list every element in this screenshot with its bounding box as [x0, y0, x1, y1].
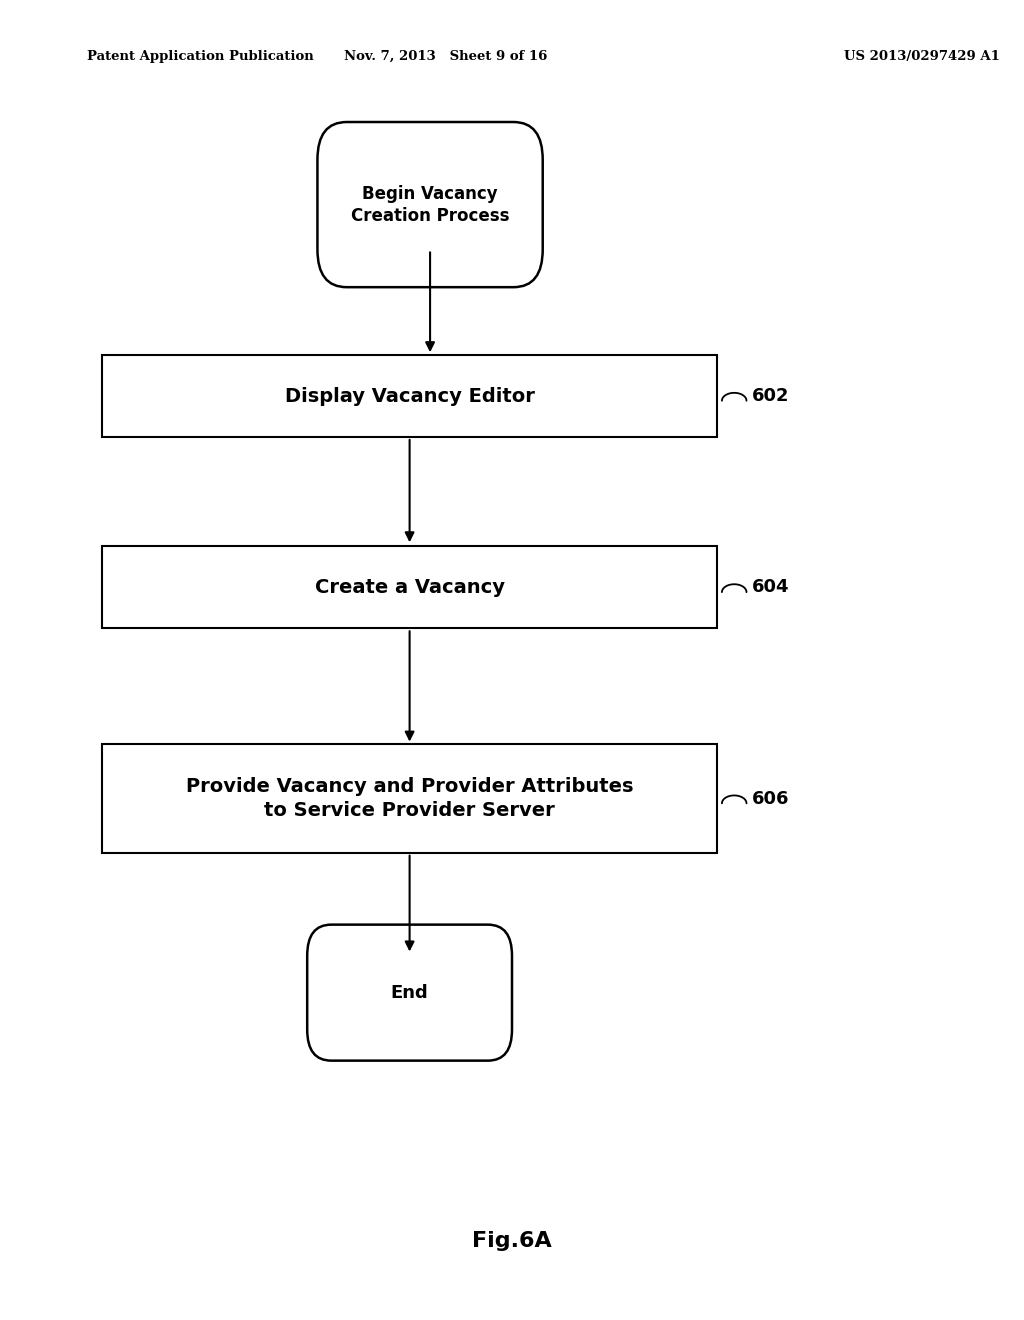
FancyBboxPatch shape — [102, 355, 717, 437]
Text: End: End — [391, 983, 428, 1002]
Text: Patent Application Publication: Patent Application Publication — [87, 50, 313, 63]
Text: Provide Vacancy and Provider Attributes
to Service Provider Server: Provide Vacancy and Provider Attributes … — [185, 777, 634, 820]
Text: 604: 604 — [752, 578, 790, 597]
Text: 602: 602 — [752, 387, 790, 405]
FancyBboxPatch shape — [317, 121, 543, 288]
FancyBboxPatch shape — [307, 924, 512, 1061]
Text: Begin Vacancy
Creation Process: Begin Vacancy Creation Process — [351, 185, 509, 224]
FancyBboxPatch shape — [102, 546, 717, 628]
Text: Display Vacancy Editor: Display Vacancy Editor — [285, 387, 535, 405]
Text: Create a Vacancy: Create a Vacancy — [314, 578, 505, 597]
Text: Nov. 7, 2013   Sheet 9 of 16: Nov. 7, 2013 Sheet 9 of 16 — [344, 50, 547, 63]
FancyBboxPatch shape — [102, 744, 717, 853]
Text: Fig.6A: Fig.6A — [472, 1230, 552, 1251]
Text: US 2013/0297429 A1: US 2013/0297429 A1 — [844, 50, 999, 63]
Text: 606: 606 — [752, 789, 790, 808]
